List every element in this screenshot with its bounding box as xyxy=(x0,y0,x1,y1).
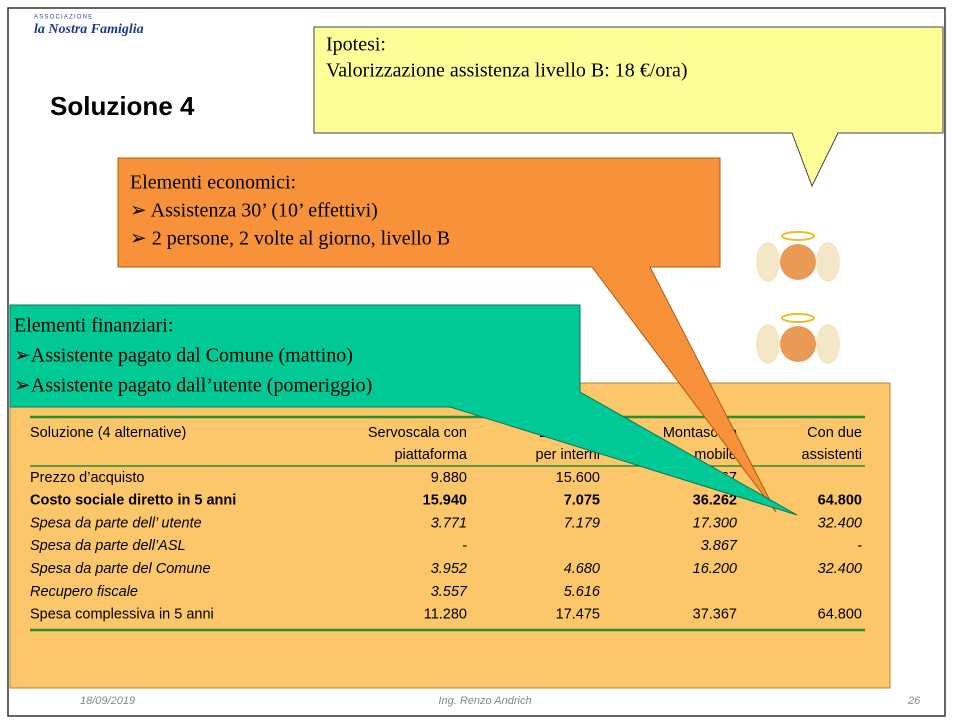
table-cell: 4.680 xyxy=(564,561,600,577)
callout-heading: Ipotesi: xyxy=(326,34,386,56)
callout-shape xyxy=(117,157,777,513)
logo: ASSOCIAZIONE la Nostra Famiglia xyxy=(34,15,144,38)
table-cell: 32.400 xyxy=(818,515,862,531)
row-label: Spesa da parte dell’ utente xyxy=(30,515,202,531)
table-cell: - xyxy=(462,538,467,554)
callout-heading: Elementi economici: xyxy=(130,172,296,194)
table-cell: 37.367 xyxy=(693,607,737,623)
table-cell: 17.475 xyxy=(556,607,600,623)
table-cell: 15.600 xyxy=(556,470,600,486)
callout-line: ➢ Assistenza 30’ (10’ effettivi) xyxy=(130,200,378,222)
callouts: Ipotesi: Valorizzazione assistenza livell… xyxy=(14,34,688,397)
angel-icon xyxy=(756,231,840,298)
column-header: Soluzione (4 alternative) xyxy=(30,425,186,441)
row-label: Spesa da parte del Comune xyxy=(30,561,211,577)
column-header: Con due xyxy=(807,425,862,441)
table-cell: 5.616 xyxy=(564,584,601,600)
row-label: Spesa da parte dell’ASL xyxy=(30,538,186,554)
callout-line: Valorizzazione assistenza livello B: 18 … xyxy=(326,60,688,82)
table-cell: 9.880 xyxy=(431,470,467,486)
column-header: piattaforma xyxy=(394,447,467,463)
table-cell: 3.867 xyxy=(701,538,738,554)
table-cell: 36.262 xyxy=(693,493,737,509)
table-cell: 15.940 xyxy=(423,493,467,509)
logo-name: la Nostra Famiglia xyxy=(34,22,144,37)
table-cell: 7.075 xyxy=(564,493,600,509)
callout-line: ➢ 2 persone, 2 volte al giorno, livello … xyxy=(130,228,450,250)
column-header: mobile xyxy=(694,447,737,463)
footer-author: Ing. Renzo Andrich xyxy=(438,695,531,707)
table-cell: 3.771 xyxy=(431,515,467,531)
table-cell: 3.557 xyxy=(431,584,468,600)
callout-shape xyxy=(313,26,944,188)
callout-line: ➢Assistente pagato dall’utente (pomerigg… xyxy=(14,375,372,397)
table-cell: 64.800 xyxy=(818,493,862,509)
callout-line: ➢Assistente pagato dal Comune (mattino) xyxy=(14,345,353,367)
row-label: Prezzo d’acquisto xyxy=(30,470,144,486)
table-cell: 16.200 xyxy=(693,561,737,577)
callout-heading: Elementi finanziari: xyxy=(14,315,173,337)
slide-title: Soluzione 4 xyxy=(50,91,195,121)
row-label: Spesa complessiva in 5 anni xyxy=(30,607,214,623)
table-cell: 3.952 xyxy=(431,561,467,577)
row-label: Costo sociale diretto in 5 anni xyxy=(30,493,236,509)
callout-shape xyxy=(9,304,798,516)
table-cell: 64.800 xyxy=(818,607,862,623)
column-header: per interni xyxy=(536,447,600,463)
footer-page: 26 xyxy=(907,695,921,707)
table-cell: 7.179 xyxy=(564,515,600,531)
table-cell: 11.280 xyxy=(424,607,467,623)
angel-icon xyxy=(756,313,840,380)
column-header: Servoscala con xyxy=(368,425,467,441)
column-header: assistenti xyxy=(802,447,862,463)
footer-date: 18/09/2019 xyxy=(80,695,135,707)
logo-small: ASSOCIAZIONE xyxy=(34,15,93,21)
table-cell: 32.400 xyxy=(818,561,862,577)
table-cell: - xyxy=(857,538,862,554)
table-background xyxy=(9,382,891,689)
row-label: Recupero fiscale xyxy=(30,584,138,600)
table-cell: 17.300 xyxy=(693,515,737,531)
